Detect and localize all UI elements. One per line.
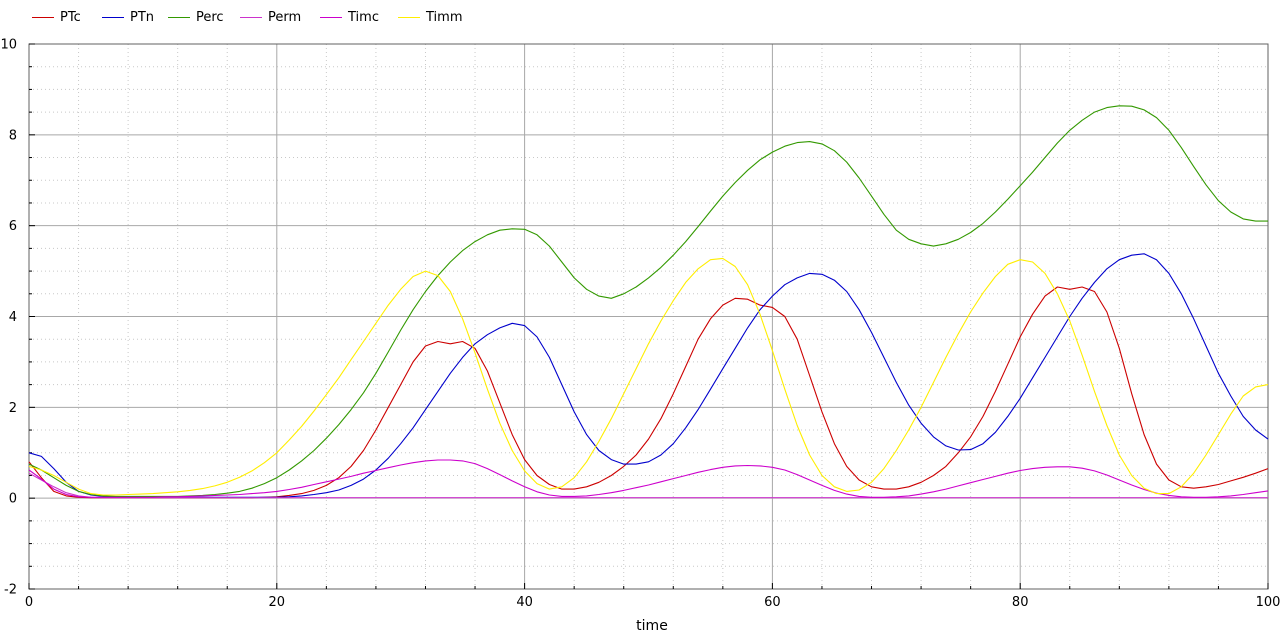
legend-item-timm: Timm [398, 9, 462, 25]
series-lines [28, 105, 1269, 499]
series-line-ptc [28, 286, 1269, 499]
legend-item-perc: Perc [168, 9, 224, 25]
legend-swatch [32, 16, 54, 18]
axes: 0 20 40 60 80 100 -2 0 2 4 6 8 10 [0, 38, 1280, 611]
legend-swatch [102, 16, 124, 18]
series-line-perm [28, 472, 1268, 499]
x-tick-label: 80 [1012, 595, 1029, 610]
legend-swatch [398, 16, 420, 18]
x-tick-label: 100 [1256, 595, 1280, 610]
x-tick-label: 0 [25, 595, 33, 610]
y-tick-label: 4 [9, 310, 17, 325]
legend-label: Perm [268, 9, 302, 25]
x-tick-label: 60 [764, 595, 781, 610]
y-tick-label: 2 [9, 401, 17, 416]
y-tick-label: 8 [9, 128, 17, 143]
legend-label: Perc [196, 9, 224, 25]
series-line-perc [28, 105, 1268, 497]
legend-label: PTc [60, 9, 81, 25]
grid-lines [28, 43, 1269, 590]
x-tick-label: 20 [269, 595, 286, 610]
legend-item-ptn: PTn [102, 9, 154, 25]
legend-swatch [320, 16, 342, 18]
y-tick-label: 0 [9, 492, 17, 507]
y-tick-label: 10 [0, 38, 17, 53]
legend-label: Timm [426, 9, 463, 25]
series-line-ptn [28, 253, 1269, 498]
y-tick-label: 6 [9, 219, 17, 234]
legend-label: PTn [130, 9, 155, 25]
legend-item-ptc: PTc [32, 9, 81, 25]
legend-item-timc: Timc [320, 9, 379, 25]
series-line-timc [28, 459, 1269, 498]
x-tick-label: 40 [516, 595, 533, 610]
x-axis-label: time [636, 618, 668, 634]
legend-swatch [240, 16, 262, 18]
legend: PTc PTn Perc Perm Timc Timm [0, 0, 1280, 34]
legend-label: Timc [348, 9, 379, 25]
series-line-timm [28, 257, 1269, 496]
legend-swatch [168, 16, 190, 18]
legend-item-perm: Perm [240, 9, 301, 25]
y-tick-label: -2 [4, 583, 17, 598]
